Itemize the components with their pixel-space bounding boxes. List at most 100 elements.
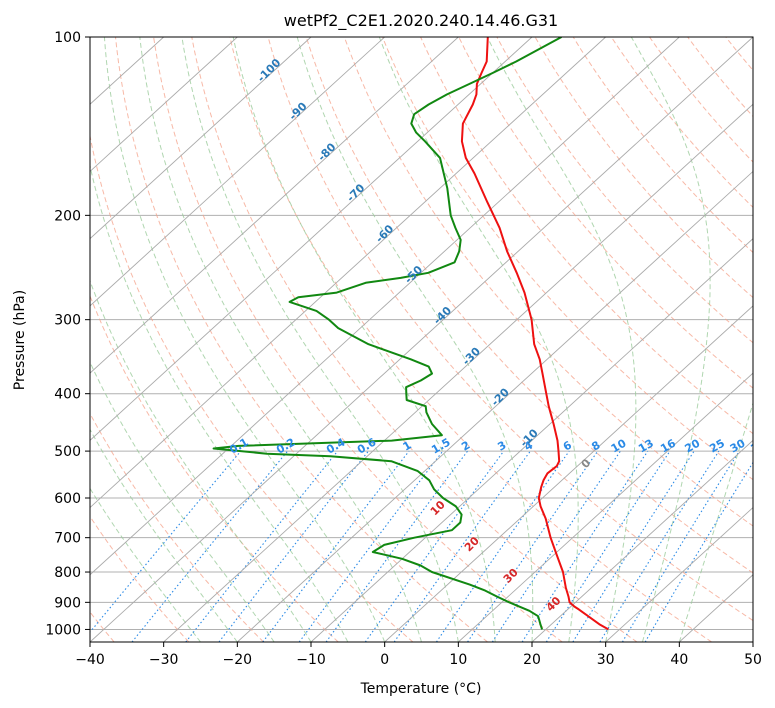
- grid-layer: [90, 37, 753, 630]
- line-labels: 0.1 0.2 0.4 0.6 1 1.5 2 3 4 6 8 10 13 16 20 25 30 36-100-…: [227, 56, 768, 614]
- mixing-ratio-line: [621, 450, 740, 642]
- mixing-ratio-line: [572, 450, 695, 642]
- dewpoint-line: [212, 37, 562, 630]
- isotherm-line: [90, 37, 312, 240]
- plot-area: 0.1 0.2 0.4 0.6 1 1.5 2 3 4 6 8 10 13 16 20 25 30 36-100-…: [90, 37, 775, 642]
- y-tick-label: 300: [54, 313, 81, 329]
- isotherm-line: [531, 439, 753, 642]
- isotherm-line: [310, 238, 753, 642]
- dry-adiabat-line: [90, 133, 414, 642]
- x-tick-label: 30: [597, 652, 615, 668]
- y-tick-label: 200: [54, 208, 81, 224]
- dry-adiabat-label: -60: [373, 222, 396, 245]
- mixing-ratio-label: 1.5: [429, 436, 452, 457]
- mixing-ratio-line: [90, 450, 242, 633]
- isotherm-line: [384, 305, 753, 642]
- dry-adiabat-line: [764, 37, 775, 642]
- mixing-ratio-lines: [90, 450, 753, 642]
- mixing-ratio-label: 30: [728, 436, 748, 455]
- isotherms: [90, 37, 753, 642]
- dry-adiabat-line: [725, 37, 753, 72]
- series-layer: [212, 37, 609, 631]
- isotherm-line: [90, 37, 459, 374]
- isotherm-line: [458, 372, 753, 642]
- mixing-ratio-line: [364, 450, 505, 642]
- plot-frame: [89, 36, 754, 643]
- x-tick-label: 20: [523, 652, 541, 668]
- mixing-ratio-label: 0.4: [324, 435, 348, 456]
- isotherm-line: [237, 170, 753, 642]
- y-axis-label: Pressure (hPa): [12, 290, 28, 390]
- dry-adiabat-label: -100: [255, 56, 284, 85]
- dry-adiabat-label: -10: [518, 426, 541, 449]
- dry-adiabat-line: [687, 37, 753, 118]
- moist-adiabat-line: [139, 37, 422, 642]
- x-tick-label: −40: [75, 652, 105, 668]
- dry-adiabat-line: [90, 412, 264, 642]
- moist-adiabat-line: [486, 37, 637, 642]
- y-tick-label: 900: [54, 595, 81, 611]
- dry-adiabat-label: -50: [402, 263, 425, 286]
- dry-adiabat-label: 10: [428, 498, 448, 518]
- mixing-ratio-line: [521, 450, 649, 642]
- isotherm-line: [605, 506, 753, 642]
- y-tick-label: 500: [54, 444, 81, 460]
- y-tick-label: 400: [54, 387, 81, 403]
- mixing-ratio-label: 13: [636, 437, 656, 456]
- mixing-ratio-label: 0.6: [355, 435, 379, 456]
- isotherm-line: [90, 37, 533, 441]
- moist-adiabat-line: [90, 279, 312, 642]
- mixing-ratio-line: [491, 450, 621, 642]
- dry-adiabat-line: [610, 37, 753, 209]
- dry-adiabat-line: [153, 37, 563, 642]
- dry-adiabat-label: 40: [544, 594, 564, 614]
- dry-adiabat-line: [115, 37, 488, 642]
- mixing-ratio-line: [185, 450, 339, 642]
- isotherm-line: [163, 103, 753, 642]
- y-tick-label: 800: [54, 565, 81, 581]
- x-tick-label: 0: [380, 652, 389, 668]
- dry-adiabat-line: [649, 37, 753, 163]
- mixing-ratio-line: [298, 450, 444, 642]
- dry-adiabat-line: [458, 37, 753, 389]
- x-tick-label: −30: [149, 652, 179, 668]
- mixing-ratio-line: [435, 450, 570, 642]
- y-tick-label: 600: [54, 491, 81, 507]
- moist-adiabat-line: [90, 361, 275, 642]
- dry-adiabat-line: [382, 37, 753, 481]
- x-axis-label: Temperature (°C): [360, 681, 482, 697]
- mixing-ratio-label: 20: [683, 436, 703, 455]
- moist-adiabat-line: [296, 37, 534, 642]
- dry-adiabat-label: -20: [489, 385, 512, 408]
- dry-adiabat-line: [420, 37, 753, 435]
- dry-adiabat-line: [267, 37, 753, 622]
- moist-adiabat-line: [90, 487, 201, 642]
- dry-adiabat-line: [90, 515, 190, 642]
- x-tick-label: −10: [296, 652, 326, 668]
- moist-adiabat-line: [103, 37, 386, 642]
- moist-adiabat-line: [678, 401, 753, 642]
- isotherm-line: [90, 37, 753, 642]
- dry-adiabat-line: [305, 37, 753, 574]
- isotherm-line: [90, 37, 606, 509]
- dry-adiabat-label: -40: [431, 304, 454, 327]
- mixing-ratio-line: [218, 450, 369, 642]
- mixing-ratio-label: 36: [748, 436, 768, 455]
- moist-adiabat-line: [378, 37, 579, 642]
- y-axis-ticks: 1000 900 800 700 600 500 400 300 200 100: [45, 30, 90, 638]
- mixing-ratio-label: 25: [707, 437, 727, 456]
- mixing-ratio-label: 16: [658, 436, 678, 455]
- mixing-ratio-label: 10: [609, 436, 629, 455]
- dry-adiabat-label: -70: [344, 181, 367, 204]
- mixing-ratio-label: 0.1: [227, 436, 250, 457]
- dry-adiabat-line: [343, 37, 753, 527]
- moist-adiabat-line: [630, 37, 711, 642]
- mixing-ratio-line: [599, 450, 720, 642]
- dry-adiabat-label: 30: [501, 566, 521, 586]
- isotherm-line: [752, 641, 753, 642]
- dry-adiabat-label: -30: [460, 345, 483, 368]
- chart-title: wetPf2_C2E1.2020.240.14.46.G31: [284, 11, 558, 31]
- mixing-ratio-line: [325, 450, 468, 642]
- temperature-line: [460, 37, 609, 631]
